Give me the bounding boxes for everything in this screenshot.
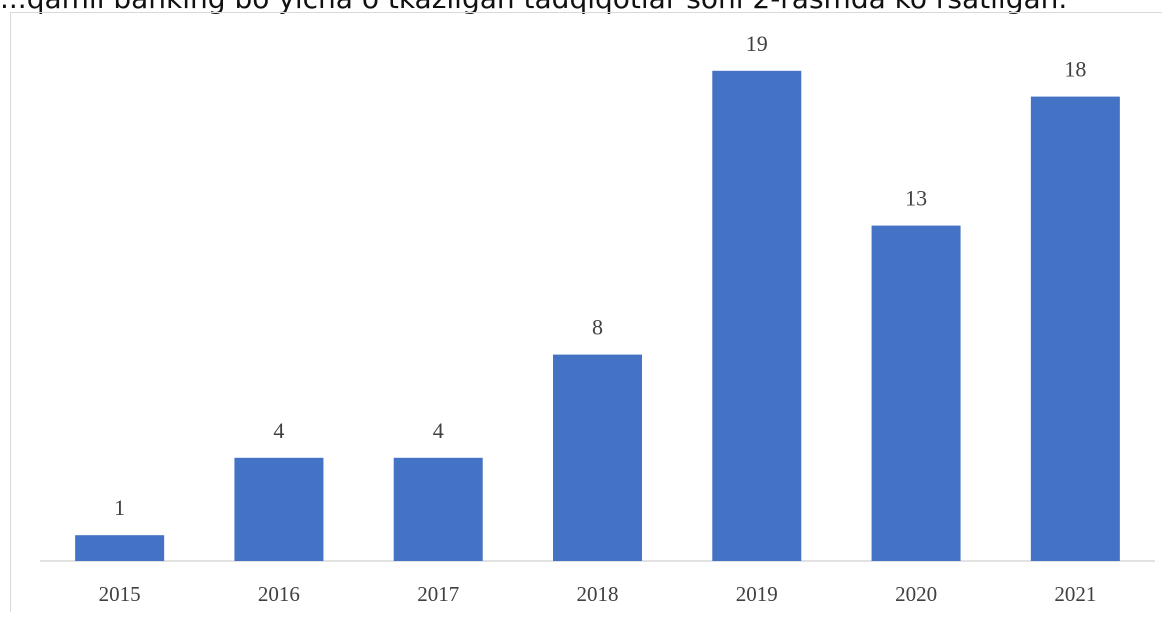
x-tick-2021: 2021 xyxy=(1054,582,1096,606)
data-label-2019: 19 xyxy=(746,31,768,56)
x-tick-2020: 2020 xyxy=(895,582,937,606)
bar-2017 xyxy=(393,457,483,561)
bar-2021 xyxy=(1030,96,1120,561)
data-label-2020: 13 xyxy=(905,186,927,211)
figure-caption: ...qamil banking bo‘yicha o‘tkazilgan ta… xyxy=(0,0,1170,17)
bar-2020 xyxy=(871,225,961,561)
data-label-2018: 8 xyxy=(592,315,603,340)
x-tick-2015: 2015 xyxy=(99,582,141,606)
x-tick-2016: 2016 xyxy=(258,582,300,606)
bar-2019 xyxy=(712,70,802,562)
x-tick-2018: 2018 xyxy=(577,582,619,606)
chart-frame xyxy=(10,12,1162,612)
data-label-2016: 4 xyxy=(273,418,284,443)
data-label-2017: 4 xyxy=(433,418,444,443)
x-tick-2019: 2019 xyxy=(736,582,778,606)
bar-2015 xyxy=(75,535,165,561)
x-tick-2017: 2017 xyxy=(417,582,459,606)
bar-2018 xyxy=(553,354,642,561)
bar-2016 xyxy=(234,457,324,561)
data-label-2021: 18 xyxy=(1064,57,1086,82)
data-label-2015: 1 xyxy=(114,495,125,520)
